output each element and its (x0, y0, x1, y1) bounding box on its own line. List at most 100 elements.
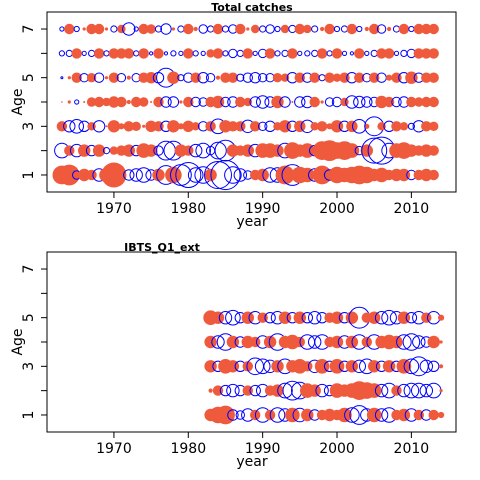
bubble-age6-1976 (153, 48, 164, 59)
bubble-age7-1992 (274, 25, 281, 33)
bubble-age5-1968 (93, 72, 105, 83)
bubble-age6-2005 (370, 49, 378, 58)
bubble-age4-2006 (375, 95, 388, 109)
bubble-age1-1996 (300, 167, 315, 183)
bubble-age3-2014 (439, 364, 444, 369)
y-tick-label: 7 (21, 265, 37, 274)
bubble-age5-2010 (405, 312, 418, 324)
bubble-age5-1972 (126, 75, 131, 80)
bubble-age5-1970 (108, 72, 120, 83)
bubble-age4-1971 (116, 96, 127, 108)
bubble-age7-2009 (398, 23, 410, 35)
bubble-age5-1990 (258, 73, 268, 83)
bubble-age7-1990 (259, 25, 267, 33)
x-tick-label: 1990 (245, 441, 281, 457)
bubble-age4-1993 (279, 96, 291, 108)
bubble-age4-1979 (179, 100, 183, 104)
bubble-age1-1980 (175, 162, 202, 188)
bubble-age4-2004 (361, 96, 373, 108)
bubble-age3-1990 (254, 358, 271, 375)
bubble-age7-1979 (177, 25, 185, 33)
y-axis-label: Age (10, 88, 26, 115)
bubble-age3-1964 (63, 120, 76, 133)
bubble-age7-2012 (421, 23, 432, 35)
bubble-age4-2003 (353, 95, 366, 109)
bubble-age3-1971 (118, 123, 125, 130)
bubble-age1-2009 (397, 408, 411, 422)
bubble-age7-2013 (428, 23, 439, 35)
bubble-age5-2013 (428, 72, 439, 83)
bubble-age4-1973 (131, 96, 142, 108)
bubble-age4-2008 (391, 96, 402, 108)
bubble-age1-1987 (235, 410, 246, 420)
bubble-age6-2006 (376, 48, 387, 59)
bubble-age4-1966 (83, 101, 86, 103)
bubble-age1-2005 (366, 407, 382, 423)
bubble-age3-2006 (377, 122, 386, 131)
bubble-age7-2000 (333, 25, 341, 33)
bubble-age5-1983 (205, 73, 216, 83)
x-tick-label: 1970 (96, 441, 132, 457)
bubble-age3-1987 (235, 121, 246, 132)
y-tick-label: 5 (21, 73, 37, 82)
bubble-age5-2005 (368, 311, 381, 324)
bubble-age7-1987 (235, 23, 246, 35)
bubble-age3-1965 (69, 119, 84, 134)
bubble-age6-1984 (212, 48, 224, 59)
bubble-age5-1964 (67, 76, 71, 80)
bubble-age2-1969 (102, 147, 111, 155)
bubble-age7-2004 (364, 26, 369, 32)
bubble-age7-1982 (198, 24, 208, 34)
bubble-age7-1976 (154, 25, 163, 33)
bubble-age3-1978 (167, 120, 180, 133)
bubble-age7-1975 (146, 24, 156, 34)
bubble-age5-1984 (215, 75, 221, 80)
bubble-age6-1992 (274, 50, 281, 57)
bubble-age6-1967 (88, 49, 96, 58)
bubble-age3-2004 (364, 123, 370, 129)
bubble-age1-1964 (58, 164, 80, 186)
x-axis-label: year (236, 454, 267, 470)
bubble-age4-1991 (263, 335, 277, 349)
y-tick-label: 1 (21, 411, 37, 420)
bubble-age4-1995 (294, 96, 306, 108)
bubble-age7-1978 (171, 27, 175, 31)
bubble-age3-1998 (316, 121, 328, 132)
bubble-age4-2011 (414, 97, 424, 107)
bubble-age3-1979 (177, 123, 184, 130)
bubble-age5-1991 (264, 312, 276, 324)
bubble-age4-1984 (211, 95, 225, 109)
bubble-age4-1994 (291, 101, 294, 103)
bubble-age7-1984 (212, 23, 224, 35)
bubble-age4-2012 (421, 96, 432, 108)
bubble-age7-1989 (251, 24, 260, 34)
bubble-age3-1980 (182, 120, 194, 132)
bubble-age1-1994 (285, 407, 300, 423)
x-tick-label: 2000 (319, 201, 355, 217)
bubble-age2-1988 (241, 144, 254, 157)
bubble-age1-1976 (152, 168, 165, 182)
bubble-age6-1995 (297, 50, 303, 57)
bubble-age7-2006 (376, 24, 387, 34)
bubble-age3-1988 (242, 361, 253, 372)
bubble-age3-1989 (250, 121, 261, 132)
bubble-age3-1973 (131, 121, 141, 131)
bubble-age5-2010 (405, 71, 418, 84)
bubble-age6-1974 (138, 48, 149, 59)
x-tick-label: 2000 (319, 441, 355, 457)
y-tick-label: 3 (21, 362, 37, 371)
x-tick-label: 1980 (170, 201, 206, 217)
bubble-age5-1982 (197, 72, 209, 84)
bubble-age7-2011 (413, 23, 424, 35)
bubble-age4-1963 (61, 101, 63, 103)
bubble-age4-1989 (250, 336, 261, 348)
bubble-age7-2007 (387, 26, 392, 32)
bubble-age2-2013 (425, 382, 442, 399)
bubble-age4-1990 (256, 95, 270, 109)
bubble-age1-1971 (118, 172, 124, 178)
bubble-age5-1978 (167, 71, 180, 84)
bubble-age2-1983 (208, 388, 213, 393)
y-tick-label: 7 (21, 25, 37, 34)
bubble-age3-2003 (352, 359, 366, 373)
bubble-age7-2010 (408, 25, 415, 33)
